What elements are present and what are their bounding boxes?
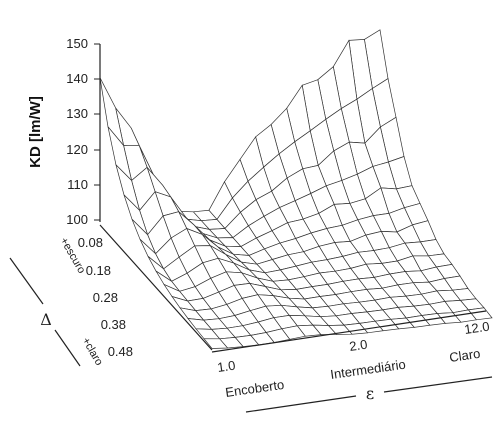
delta-tick-label: 0.08	[78, 235, 103, 250]
delta-axis-symbol: Δ	[40, 310, 52, 329]
epsilon-category-label: Encoberto	[224, 377, 285, 400]
epsilon-bracket-left	[245, 395, 357, 413]
delta-tick-label: 0.48	[108, 344, 133, 359]
epsilon-axis-symbol: ε	[366, 384, 374, 403]
delta-axis-line	[99, 224, 213, 351]
z-tick-label: 120	[66, 142, 88, 157]
z-tick-label: 140	[66, 71, 88, 86]
z-axis-label: KD [lm/W]	[27, 96, 44, 168]
epsilon-tick-label: 12.0	[463, 319, 490, 337]
epsilon-axis-line	[211, 310, 487, 353]
surface-cell	[203, 338, 229, 349]
z-tick-label: 100	[66, 212, 88, 227]
z-tick-label: 110	[67, 177, 88, 192]
delta-end-label-light: +claro	[79, 336, 105, 368]
epsilon-category-label: Claro	[448, 346, 481, 365]
delta-tick-label: 0.38	[101, 317, 126, 332]
epsilon-category-label: Intermediário	[329, 357, 406, 382]
z-tick-label: 150	[66, 36, 88, 51]
surface-mesh	[99, 29, 493, 349]
epsilon-bracket-right	[383, 376, 493, 393]
delta-tick-label: 0.28	[93, 290, 118, 305]
delta-bracket-upper	[9, 257, 44, 305]
epsilon-tick-label: 1.0	[216, 358, 236, 375]
delta-tick-label: 0.18	[86, 263, 111, 278]
z-tick-label: 130	[66, 106, 88, 121]
z-axis-ticks	[94, 43, 100, 221]
epsilon-tick-label: 2.0	[348, 337, 368, 354]
delta-bracket-lower	[54, 329, 81, 367]
